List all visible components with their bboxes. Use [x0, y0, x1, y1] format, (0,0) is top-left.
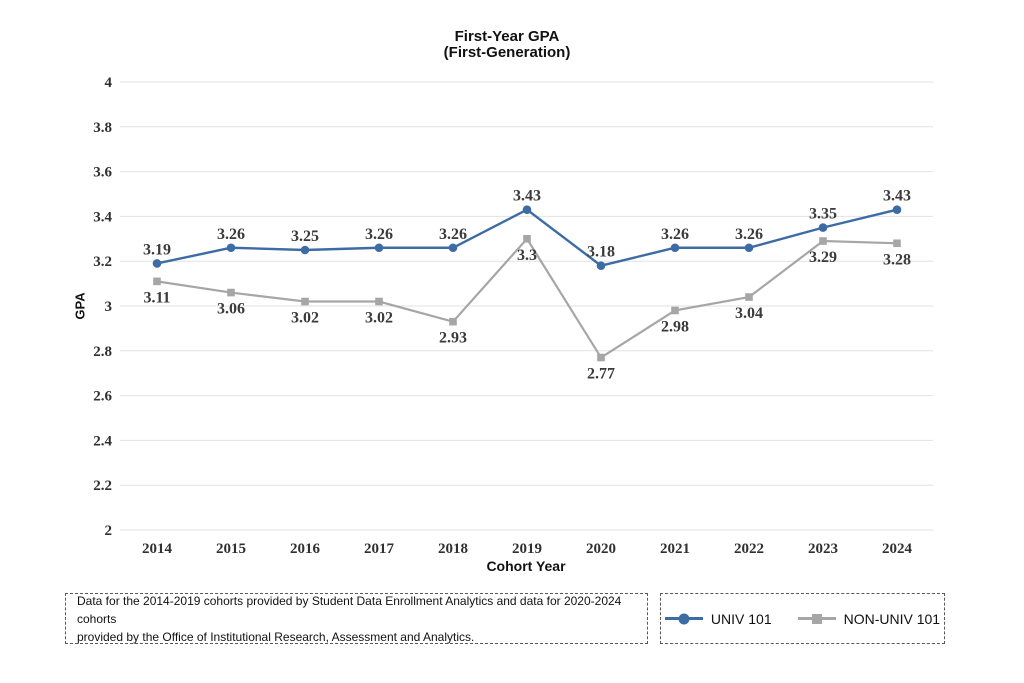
data-label-univ-101: 3.18	[587, 244, 615, 261]
y-tick-label: 3.2	[93, 254, 112, 270]
data-point-univ-101	[226, 243, 236, 253]
x-tick-label: 2018	[438, 541, 468, 557]
data-label-non-univ-101: 3.06	[217, 301, 245, 318]
data-point-non-univ-101	[819, 237, 827, 245]
x-axis-title: Cohort Year	[486, 558, 566, 574]
x-tick-label: 2015	[216, 541, 246, 557]
data-label-non-univ-101: 3.28	[883, 251, 911, 268]
x-tick-label: 2023	[808, 541, 838, 557]
data-label-non-univ-101: 2.93	[439, 330, 467, 347]
data-label-non-univ-101: 3.04	[735, 305, 763, 322]
x-tick-label: 2020	[586, 541, 616, 557]
data-point-univ-101	[374, 243, 384, 253]
y-tick-label: 2	[105, 523, 113, 539]
data-point-non-univ-101	[153, 277, 161, 286]
data-label-non-univ-101: 2.77	[587, 366, 615, 383]
data-point-non-univ-101	[375, 297, 383, 306]
y-tick-label: 3	[105, 299, 113, 315]
data-point-univ-101	[448, 243, 458, 253]
data-point-univ-101	[522, 205, 532, 214]
chart-plot-area: 4 3.8 3.6 3.4 3.2 3 2.8 2.6 2.4 2.2 2 2014 2015 2016 2…	[93, 75, 933, 557]
data-label-non-univ-101: 3.3	[517, 247, 537, 264]
x-tick-label: 2017	[364, 541, 395, 557]
footnote-line2: provided by the Office of Institutional …	[77, 629, 475, 644]
data-point-non-univ-101	[671, 306, 679, 315]
data-label-univ-101: 3.25	[291, 228, 319, 245]
data-point-non-univ-101	[745, 293, 753, 301]
chart-title: First-Year GPA (First-Generation)	[444, 29, 571, 61]
y-tick-label: 2.2	[93, 478, 112, 494]
univ-101-circle-marker-icon	[678, 613, 690, 624]
x-tick-label: 2024	[882, 541, 913, 557]
data-label-univ-101: 3.26	[217, 226, 245, 243]
data-point-univ-101	[670, 243, 680, 253]
x-tick-label: 2021	[660, 541, 690, 557]
data-label-univ-101: 3.26	[365, 226, 393, 243]
data-point-non-univ-101	[893, 239, 901, 248]
data-point-univ-101	[892, 205, 902, 214]
non-univ-101-line-icon	[797, 613, 836, 624]
y-tick-label: 3.8	[93, 120, 112, 136]
chart-title-line2: (First-Generation)	[443, 44, 571, 61]
y-tick-label: 4	[105, 75, 113, 91]
legend-box: UNIV 101 NON-UNIV 101	[660, 593, 945, 644]
data-label-non-univ-101: 3.02	[365, 310, 393, 327]
data-label-non-univ-101: 3.11	[143, 289, 170, 306]
x-tick-label: 2019	[512, 541, 542, 557]
legend-label-univ-101: UNIV 101	[710, 610, 772, 627]
footnote-box: Data for the 2014-2019 cohorts provided …	[65, 593, 648, 644]
data-label-univ-101: 3.26	[661, 226, 689, 243]
footnote-text: Data for the 2014-2019 cohorts provided …	[77, 592, 636, 646]
data-label-non-univ-101: 2.98	[661, 318, 689, 335]
y-tick-label: 2.8	[93, 344, 112, 360]
data-point-non-univ-101	[597, 353, 605, 362]
x-tick-label: 2014	[142, 541, 173, 557]
data-point-univ-101	[596, 261, 606, 270]
data-label-univ-101: 3.19	[143, 241, 171, 258]
legend-item-univ-101: UNIV 101	[664, 610, 772, 627]
legend-label-non-univ-101: NON-UNIV 101	[843, 610, 941, 627]
data-point-univ-101	[300, 245, 310, 255]
univ-101-line-icon	[664, 613, 703, 624]
chart-title-line1: First-Year GPA	[454, 28, 560, 45]
data-label-univ-101: 3.43	[513, 188, 541, 205]
y-tick-label: 2.6	[93, 389, 112, 405]
legend-item-non-univ-101: NON-UNIV 101	[797, 610, 941, 627]
x-tick-label: 2016	[290, 541, 321, 557]
data-point-univ-101	[818, 223, 828, 232]
data-point-non-univ-101	[301, 297, 309, 306]
data-label-univ-101: 3.26	[735, 226, 763, 243]
data-label-univ-101: 3.43	[883, 188, 911, 205]
data-label-univ-101: 3.26	[439, 226, 467, 243]
data-point-non-univ-101	[523, 235, 531, 243]
data-point-non-univ-101	[227, 288, 235, 297]
data-point-non-univ-101	[449, 317, 457, 326]
y-tick-label: 2.4	[93, 433, 112, 449]
y-tick-label: 3.6	[93, 165, 112, 181]
non-univ-101-square-marker-icon	[811, 613, 822, 624]
data-point-univ-101	[744, 243, 754, 253]
data-point-univ-101	[152, 259, 162, 268]
footnote-line1: Data for the 2014-2019 cohorts provided …	[77, 593, 622, 626]
data-label-univ-101: 3.35	[809, 206, 837, 223]
data-label-non-univ-101: 3.29	[809, 249, 837, 266]
data-label-non-univ-101: 3.02	[291, 310, 319, 327]
y-tick-label: 3.4	[93, 209, 112, 225]
x-tick-label: 2022	[734, 541, 764, 557]
